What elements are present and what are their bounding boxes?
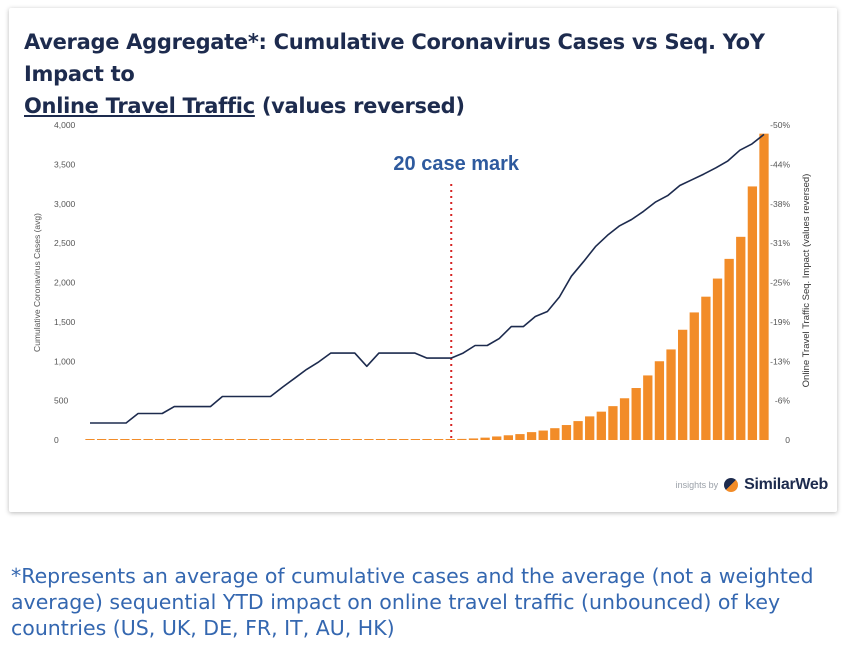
right-tick-label: 0 [785, 435, 790, 445]
bar [96, 439, 107, 440]
left-tick-label: 3,000 [54, 199, 76, 209]
left-tick-label: 0 [54, 435, 59, 445]
bar [608, 406, 618, 440]
bar [457, 438, 467, 440]
bar [759, 133, 769, 440]
bar [468, 438, 479, 440]
bar [666, 349, 676, 440]
bar [503, 435, 513, 440]
bar [85, 439, 95, 440]
bar [294, 439, 304, 440]
right-tick-label: -31% [770, 238, 790, 248]
left-tick-label: 500 [54, 396, 68, 406]
right-tick-label: -38% [770, 199, 790, 209]
title-underlined-part: Online Travel Traffic [24, 94, 255, 118]
left-tick-label: 1,500 [54, 317, 76, 327]
bar [131, 439, 142, 440]
bar [329, 439, 339, 440]
insights-by-label: insights by [675, 480, 719, 490]
right-tick-label: -25% [770, 278, 790, 288]
left-axis-title: Cumulative Coronavirus Cases (avg) [32, 213, 42, 352]
bar [248, 439, 258, 440]
bar [259, 439, 269, 440]
brand-name: SimilarWeb [744, 476, 828, 493]
left-tick-label: 3,500 [54, 159, 76, 169]
bar [538, 430, 548, 440]
chart-card [9, 8, 837, 512]
bar [712, 278, 723, 440]
bar [120, 439, 130, 440]
bar [445, 439, 455, 440]
bar [387, 439, 397, 440]
bar [736, 236, 746, 440]
bar [689, 312, 699, 440]
bar [573, 421, 583, 440]
bar [515, 434, 525, 440]
bar [236, 439, 246, 440]
bar [678, 329, 688, 440]
bar [433, 439, 444, 440]
bar [596, 411, 606, 440]
chart-title: Average Aggregate*: Cumulative Coronavir… [24, 26, 814, 122]
bar [178, 439, 188, 440]
left-tick-label: 2,000 [54, 278, 76, 288]
bar [561, 425, 572, 440]
bar [201, 439, 211, 440]
right-tick-label: -50% [770, 120, 790, 130]
bar [271, 439, 281, 440]
left-tick-label: 2,500 [54, 238, 76, 248]
bar [189, 439, 200, 440]
bar [306, 439, 316, 440]
similarweb-branding: insights by SimilarWeb [675, 476, 829, 494]
bar [643, 375, 653, 440]
bar [747, 186, 758, 440]
bar [550, 428, 560, 440]
left-tick-label: 1,000 [54, 356, 76, 366]
bar [724, 258, 734, 440]
bar [108, 439, 118, 440]
bar [410, 439, 421, 440]
bar [143, 439, 153, 440]
title-part-3: (values reversed) [254, 94, 465, 118]
footnote: *Represents an average of cumulative cas… [11, 564, 814, 640]
annotation-label: 20 case mark [393, 153, 520, 175]
similarweb-logo-icon [724, 478, 739, 492]
bar [480, 437, 490, 440]
bar [526, 432, 537, 440]
bar [492, 436, 502, 440]
left-tick-label: 4,000 [54, 120, 76, 130]
bar [422, 439, 432, 440]
right-tick-label: -19% [770, 317, 790, 327]
bar [155, 439, 165, 440]
bar [282, 439, 293, 440]
bar [341, 439, 351, 440]
right-axis-title: Online Travel Traffic Seq. Impact (value… [801, 174, 812, 388]
bar [224, 439, 235, 440]
bar [619, 398, 630, 440]
right-tick-label: -6% [775, 396, 791, 406]
right-tick-label: -13% [770, 356, 790, 366]
bar [631, 388, 641, 440]
bar [317, 439, 328, 440]
bar [213, 439, 223, 440]
bar [701, 296, 711, 440]
combo-chart: 0 500 1,000 1,500 2,000 2,500 3,000 3,500 4,000 0… [32, 120, 812, 445]
bar [399, 439, 409, 440]
right-tick-label: -44% [770, 159, 790, 169]
bar [375, 439, 386, 440]
bar [585, 416, 595, 440]
bar [364, 439, 374, 440]
bar [654, 361, 665, 440]
title-part-1: Average Aggregate*: Cumulative Coronavir… [24, 30, 765, 86]
impact-line [90, 133, 765, 424]
bar [166, 439, 176, 440]
bar [352, 439, 362, 440]
